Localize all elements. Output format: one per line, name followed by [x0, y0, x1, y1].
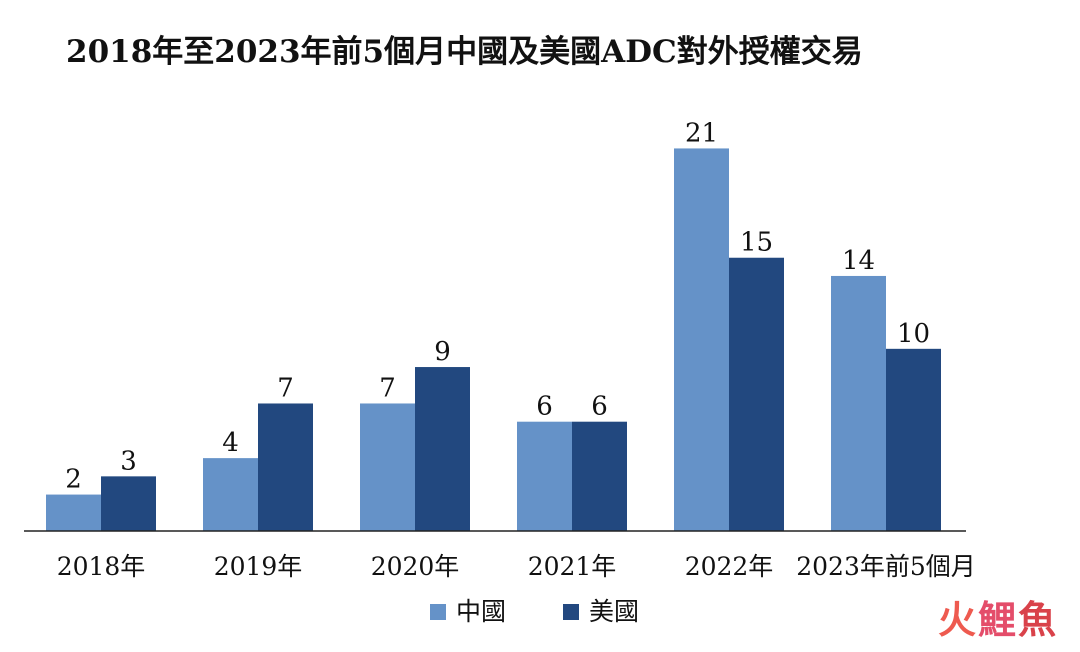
- data-label: 4: [222, 428, 239, 458]
- x-tick-label: 2022年: [685, 552, 774, 581]
- legend-swatch: [563, 604, 579, 620]
- data-label: 6: [536, 392, 553, 422]
- bar: [517, 421, 572, 531]
- data-labels-layer: 2 3 4 7 7 9 6 6 21 15 14 10: [65, 118, 930, 494]
- x-tick-label: 2020年: [371, 552, 460, 581]
- bar: [258, 403, 313, 531]
- legend-label: 中國: [456, 597, 506, 626]
- bar: [203, 458, 258, 531]
- legend: 中國 美國: [430, 597, 639, 626]
- data-label: 21: [685, 118, 718, 148]
- x-tick-label: 2023年前5個月: [796, 552, 976, 581]
- bar: [360, 403, 415, 531]
- data-label: 7: [277, 373, 294, 403]
- data-label: 9: [434, 337, 451, 367]
- x-tick-labels-layer: 2018年 2019年 2020年 2021年 2022年 2023年前5個月: [57, 552, 976, 581]
- data-label: 15: [740, 228, 773, 258]
- data-label: 2: [65, 465, 82, 495]
- bar: [831, 275, 886, 531]
- data-label: 14: [842, 246, 875, 276]
- legend-swatch: [430, 604, 446, 620]
- x-tick-label: 2018年: [57, 552, 146, 581]
- data-label: 7: [379, 373, 396, 403]
- watermark-char: 火: [937, 598, 978, 642]
- bar: [674, 148, 729, 531]
- bar: [46, 494, 101, 531]
- watermark-char: 鯉: [977, 598, 1018, 642]
- bar: [886, 348, 941, 531]
- watermark-char: 魚: [1017, 598, 1058, 642]
- legend-label: 美國: [589, 597, 639, 626]
- bars-layer: [46, 148, 941, 531]
- x-tick-label: 2019年: [214, 552, 303, 581]
- watermark-logo: 火鯉魚: [938, 589, 1058, 644]
- data-label: 3: [120, 446, 137, 476]
- bar: [729, 257, 784, 531]
- data-label: 6: [591, 392, 608, 422]
- bar: [415, 367, 470, 531]
- chart-title: 2018年至2023年前5個月中國及美國ADC對外授權交易: [66, 34, 863, 70]
- bar: [572, 421, 627, 531]
- bar: [101, 476, 156, 531]
- x-tick-label: 2021年: [528, 552, 617, 581]
- data-label: 10: [897, 319, 930, 349]
